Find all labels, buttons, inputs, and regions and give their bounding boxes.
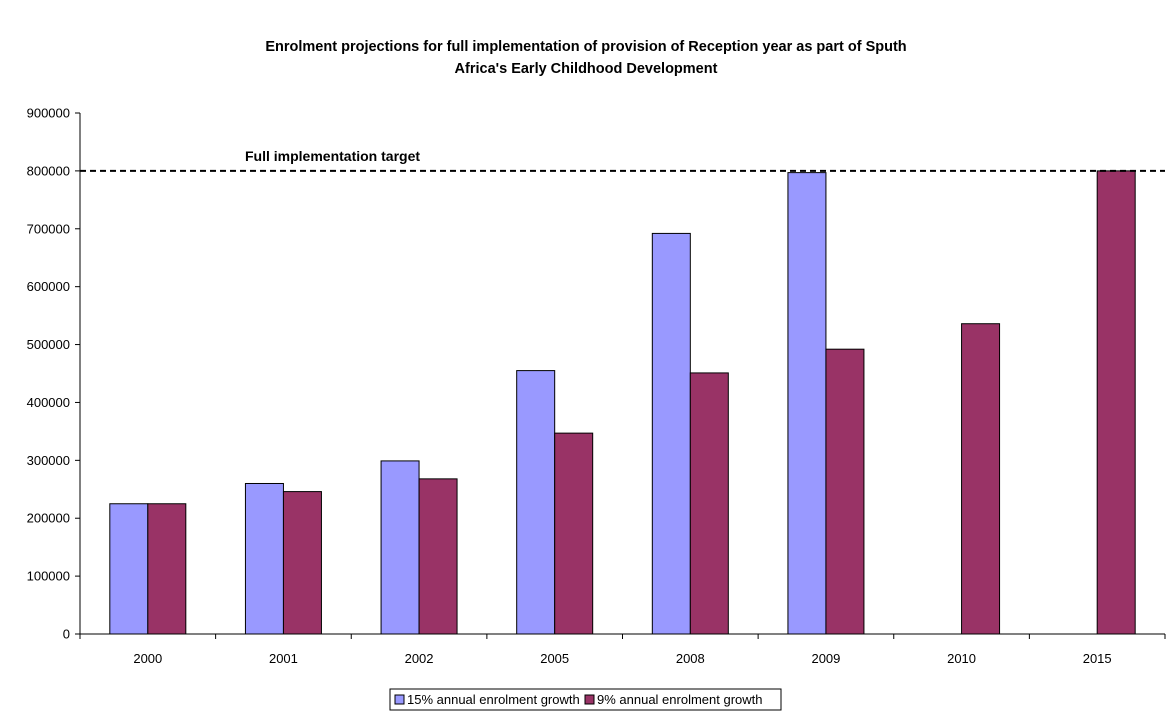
y-tick-label: 500000 [27, 337, 70, 352]
bar-series-2-2008 [689, 372, 729, 635]
reference-line: Full implementation target [80, 148, 1165, 172]
bar-series-1-2001 [244, 482, 284, 635]
y-tick-label: 100000 [27, 569, 70, 584]
y-tick-label: 200000 [27, 511, 70, 526]
x-tick-label: 2001 [269, 651, 298, 666]
x-tick-label: 2010 [947, 651, 976, 666]
chart-title: Enrolment projections for full implement… [265, 39, 906, 77]
legend: 15% annual enrolment growth 9% annual enr… [389, 688, 782, 711]
x-tick-label: 2005 [540, 651, 569, 666]
bar-series-1-2002 [380, 460, 420, 635]
legend-label-series-1: 15% annual enrolment growth [407, 692, 580, 707]
y-tick-label: 900000 [27, 106, 70, 121]
bar-series-2-2001 [282, 491, 322, 635]
bar-series-2-2015 [1096, 170, 1136, 635]
x-tick-label: 2009 [811, 651, 840, 666]
bar-series-2-2000 [147, 503, 187, 635]
x-tick-label: 2015 [1083, 651, 1112, 666]
legend-swatch-series-2 [584, 694, 595, 705]
bar-series-1-2005 [516, 370, 556, 635]
y-tick-label: 800000 [27, 163, 70, 178]
bar-series-1-2008 [651, 232, 691, 635]
bar-series-2-2005 [554, 432, 594, 635]
axes [79, 113, 1165, 635]
bar-series-2-2009 [825, 348, 865, 635]
y-tick-label: 700000 [27, 221, 70, 236]
x-tick-label: 2008 [676, 651, 705, 666]
y-tick-label: 300000 [27, 453, 70, 468]
chart-title-line-1: Enrolment projections for full implement… [265, 39, 906, 55]
y-tick-label: 400000 [27, 395, 70, 410]
x-axis-ticks: 2000 2001 2002 2005 2008 2009 2010 2015 [79, 634, 1166, 666]
y-tick-label: 600000 [27, 279, 70, 294]
bar-series-1-2009 [787, 172, 827, 635]
legend-swatch-series-1 [394, 694, 405, 705]
bar-series-1-2000 [109, 503, 149, 635]
x-tick-label: 2002 [405, 651, 434, 666]
y-tick-label: 0 [63, 627, 70, 642]
chart-title-line-2: Africa's Early Childhood Development [455, 61, 718, 77]
bar-series-2-2010 [961, 323, 1001, 635]
bars [109, 170, 1136, 635]
bar-series-2-2002 [418, 478, 458, 635]
y-axis-ticks: 0 100000 200000 300000 400000 500000 600000 700… [27, 106, 80, 642]
target-annotation: Full implementation target [245, 148, 420, 164]
legend-label-series-2: 9% annual enrolment growth [597, 692, 763, 707]
x-tick-label: 2000 [133, 651, 162, 666]
